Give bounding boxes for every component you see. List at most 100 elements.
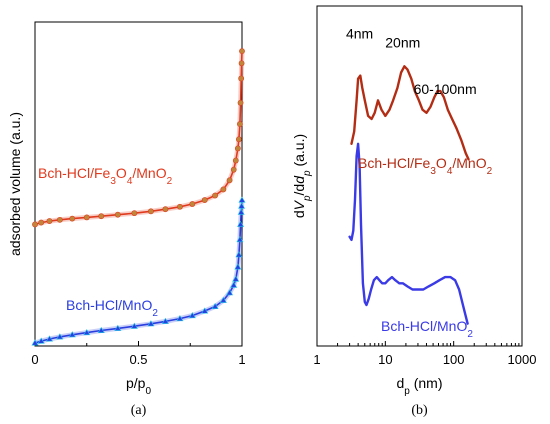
data-point xyxy=(161,317,169,324)
data-point xyxy=(114,324,122,331)
data-point xyxy=(235,251,243,258)
text-part: /d xyxy=(291,184,307,196)
text-part: Bch-HCl/MnO xyxy=(66,297,152,313)
data-point xyxy=(176,315,184,322)
data-point xyxy=(201,197,208,203)
data-point xyxy=(131,210,138,217)
y-axis-label: adsorbed volume (a.u.) xyxy=(7,112,23,256)
text-part: d xyxy=(291,175,307,184)
data-point xyxy=(188,311,196,319)
text-part: p xyxy=(404,386,410,397)
panel-a-isotherm: 0 0.5 1Bch-HCl/Fe3O4/MnO2Bch-HCl/MnO2p/p0a… xyxy=(7,21,246,418)
data-point xyxy=(230,281,238,288)
series-label-mno2: Bch-HCl/MnO2 xyxy=(381,318,473,340)
text-part: 3 xyxy=(430,166,436,177)
data-point xyxy=(83,214,90,221)
series-label-fe3o4-mno2: Bch-HCl/Fe3O4/MnO2 xyxy=(358,155,493,177)
text-part: /MnO xyxy=(452,155,486,171)
data-point xyxy=(212,192,218,199)
data-point xyxy=(235,136,242,143)
text-part: 0 xyxy=(145,386,151,397)
data-point xyxy=(38,219,45,226)
x-tick-label: 100 xyxy=(443,352,465,367)
text-part: /MnO xyxy=(132,165,166,181)
data-point xyxy=(176,203,183,210)
peak-annotation: 20nm xyxy=(385,35,420,51)
text-part: (nm) xyxy=(410,375,443,391)
data-point xyxy=(162,206,169,213)
data-point xyxy=(232,157,239,164)
x-tick-label: 0.5 xyxy=(129,352,147,367)
text-part: Bch-HCl/Fe xyxy=(358,155,431,171)
data-point xyxy=(219,296,227,303)
data-point xyxy=(237,99,244,106)
data-point xyxy=(56,333,64,340)
series-label-fe3o4-mno2: Bch-HCl/Fe3O4/MnO2 xyxy=(38,165,173,187)
data-point xyxy=(226,177,233,184)
text-part: O xyxy=(116,165,127,181)
panel-caption-b: (b) xyxy=(411,403,428,418)
data-point xyxy=(237,220,245,227)
data-point xyxy=(68,331,76,338)
x-tick-label: 10 xyxy=(378,352,392,367)
series-glow xyxy=(34,51,245,227)
data-point xyxy=(98,213,105,220)
data-point xyxy=(69,215,76,222)
series-label-mno2: Bch-HCl/MnO2 xyxy=(66,297,158,319)
data-point xyxy=(114,211,121,218)
x-tick-label: 0 xyxy=(31,352,38,367)
text-part: 2 xyxy=(487,166,493,177)
data-point xyxy=(232,275,240,282)
x-tick-label: 1000 xyxy=(508,352,537,367)
x-axis-label: p/p0 xyxy=(126,375,151,397)
text-part: V xyxy=(291,199,307,210)
text-part: p xyxy=(302,170,313,177)
data-point xyxy=(226,289,234,296)
text-part: O xyxy=(436,155,447,171)
data-point xyxy=(148,208,154,215)
data-point xyxy=(37,337,45,344)
data-point xyxy=(31,339,39,346)
peak-annotation: 4nm xyxy=(346,25,373,41)
series-line xyxy=(34,200,243,344)
text-part: 4 xyxy=(447,166,453,177)
text-part: d xyxy=(396,375,404,391)
x-axis-label: dp (nm) xyxy=(396,375,442,397)
data-point xyxy=(237,121,243,127)
panel-b-pore-size-distribution: 1 10 100 1000 4nm 20nm 60-100nm Bch-HCl/Fe3O4/M… xyxy=(291,5,537,418)
data-point xyxy=(239,48,245,55)
text-part: 3 xyxy=(110,176,116,187)
series-line xyxy=(348,142,469,325)
x-tick-label: 1 xyxy=(238,352,245,367)
data-point xyxy=(46,218,53,224)
data-point xyxy=(236,235,244,243)
text-part: 2 xyxy=(167,176,173,187)
text-part: 4 xyxy=(127,176,133,187)
x-tick-label: 1 xyxy=(313,352,320,367)
data-point xyxy=(147,320,155,327)
data-point xyxy=(234,145,241,152)
data-point xyxy=(234,263,242,270)
text-part: p/p xyxy=(126,375,146,391)
series-line xyxy=(350,65,470,161)
data-point xyxy=(130,322,138,329)
data-point xyxy=(45,335,54,342)
text-part: d xyxy=(291,210,307,218)
text-part: 2 xyxy=(467,329,473,340)
data-point xyxy=(56,216,63,223)
data-point xyxy=(237,208,245,215)
data-point xyxy=(83,329,91,336)
text-part: p xyxy=(302,195,313,202)
data-point xyxy=(189,201,196,207)
text-part: 2 xyxy=(152,308,158,319)
data-point xyxy=(230,166,237,173)
text-part: Bch-HCl/MnO xyxy=(381,318,467,334)
data-point xyxy=(238,60,245,67)
data-point xyxy=(238,196,246,203)
data-point xyxy=(32,221,38,228)
data-point xyxy=(220,186,227,193)
text-part: Bch-HCl/Fe xyxy=(38,165,111,181)
data-point xyxy=(97,326,105,333)
plot-frame xyxy=(316,5,523,347)
